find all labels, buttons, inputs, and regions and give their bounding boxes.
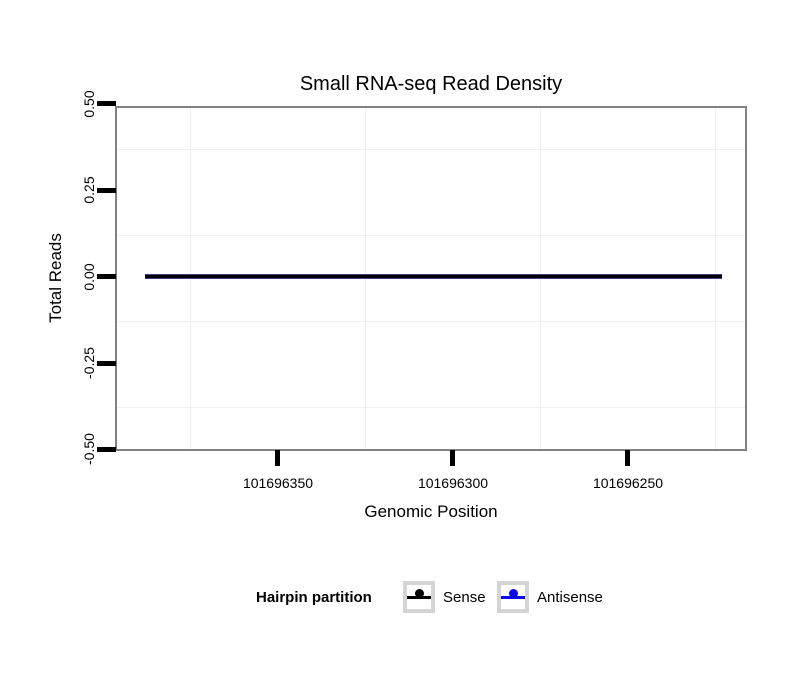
chart-title: Small RNA-seq Read Density [299, 73, 563, 95]
read-density-line-sense-antisense [145, 274, 722, 279]
y-tick [97, 188, 116, 193]
y-axis-title: Total Reads [46, 233, 65, 323]
legend-label-antisense: Antisense [537, 589, 603, 606]
sense-point-icon [414, 588, 424, 598]
y-tick [97, 447, 116, 452]
legend-key-antisense [497, 581, 529, 613]
legend-title: Hairpin partition [256, 589, 372, 606]
antisense-point-icon [508, 588, 518, 598]
y-tick-label: 0.00 [81, 263, 97, 291]
x-tick [275, 450, 280, 466]
x-tick-label: 101696300 [417, 475, 489, 491]
y-tick [97, 101, 116, 106]
minor-gridline-horizontal [117, 149, 745, 150]
minor-gridline-horizontal [117, 235, 745, 236]
x-tick [450, 450, 455, 466]
x-tick [625, 450, 630, 466]
y-tick [97, 274, 116, 279]
minor-gridline-horizontal [117, 321, 745, 322]
y-tick-label: -0.25 [81, 347, 97, 379]
y-tick-label: 0.25 [81, 176, 97, 204]
x-axis-title: Genomic Position [364, 502, 498, 521]
legend-label-sense: Sense [443, 589, 486, 606]
y-tick [97, 361, 116, 366]
x-tick-label: 101696350 [242, 475, 314, 491]
x-tick-label: 101696250 [592, 475, 664, 491]
y-tick-label: 0.50 [81, 90, 97, 118]
y-tick-label: -0.50 [81, 433, 97, 465]
minor-gridline-horizontal [117, 407, 745, 408]
legend-key-sense [403, 581, 435, 613]
